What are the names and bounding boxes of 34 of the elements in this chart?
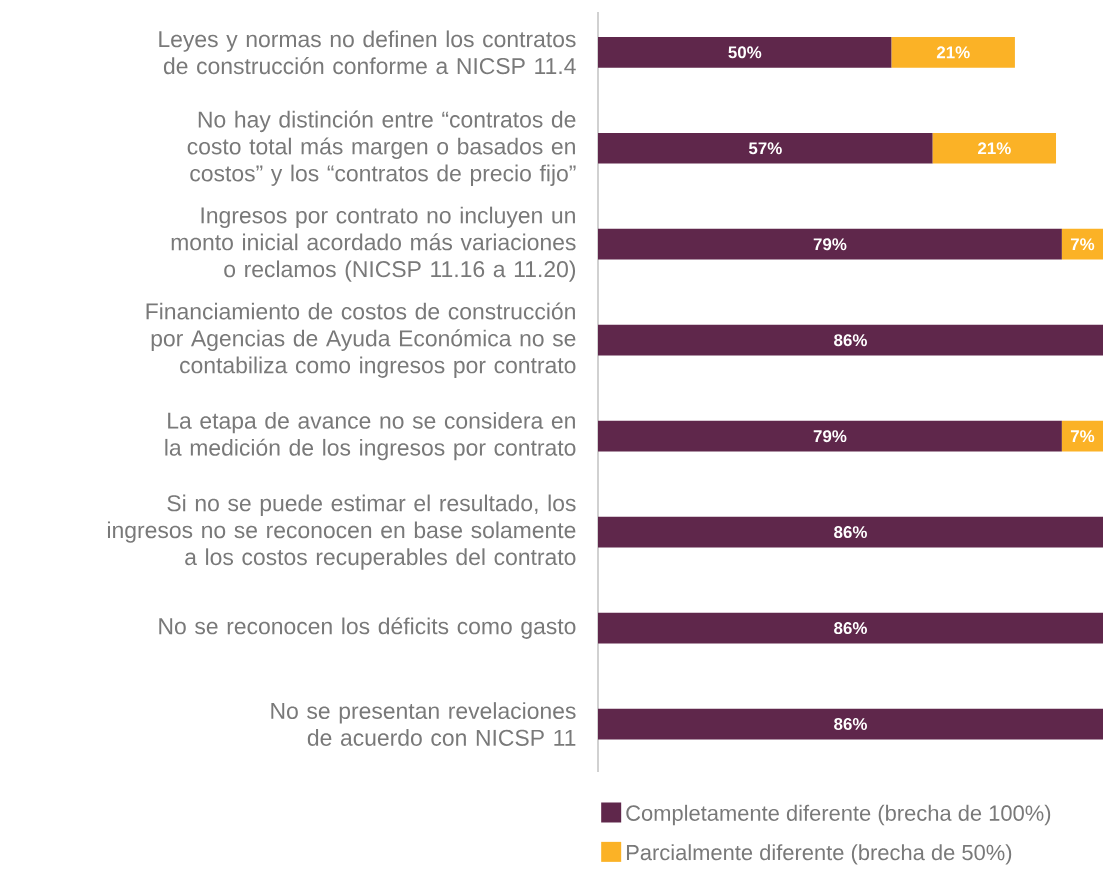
bar bbox=[598, 132, 933, 164]
y-tick-label: Ingresos por contrato no incluyen un monto inicial acordado más variaciones o reclamos (NICSP 11.16 a 11.20) bbox=[171, 206, 576, 282]
data-label: 50% bbox=[728, 46, 762, 59]
data-label: 7% bbox=[1070, 430, 1095, 443]
data-label: 86% bbox=[834, 526, 867, 539]
bar bbox=[598, 516, 1103, 548]
y-tick-label: La etapa de avance no se considera en la medición de los ingresos por contrato bbox=[165, 412, 576, 461]
y-tick-label: No hay distinción entre “contratos de costo total más margen o basados en costos” y los “contratos de precio fijo” bbox=[187, 110, 576, 186]
bar bbox=[1061, 420, 1103, 452]
y-tick-label: No se presentan revelaciones de acuerdo con NICSP 11 bbox=[271, 702, 576, 746]
data-label: 21% bbox=[978, 142, 1011, 155]
bar bbox=[598, 420, 1062, 452]
y-tick-label: Si no se puede estimar el resultado, los ingresos no se reconocen en base solamente a los costos recuperables del contrato bbox=[107, 494, 576, 570]
bar bbox=[891, 36, 1015, 68]
legend-label: Parcialmente diferente (brecha de 50%) bbox=[626, 844, 1012, 865]
y-tick-label: Financiamiento de costos de construcción por Agencias de Ayuda Económica no se contabiliza como ingresos por contrato bbox=[146, 302, 576, 378]
bar bbox=[598, 324, 1103, 356]
bar bbox=[932, 132, 1057, 164]
legend-label: Completamente diferente (brecha de 100%) bbox=[626, 804, 1051, 826]
y-tick-label: Leyes y normas no definen los contratos de construcción conforme a NICSP 11.4 bbox=[159, 30, 576, 75]
y-tick-label: No se reconocen los déficits como gasto bbox=[159, 617, 576, 639]
bar bbox=[598, 36, 892, 68]
data-label: 86% bbox=[834, 334, 867, 347]
data-label: 21% bbox=[936, 46, 970, 59]
bar bbox=[598, 708, 1103, 740]
data-label: 7% bbox=[1070, 238, 1095, 251]
data-label: 86% bbox=[834, 622, 867, 635]
bar bbox=[1061, 228, 1103, 260]
bar bbox=[598, 612, 1103, 644]
data-label: 57% bbox=[748, 142, 782, 155]
data-label: 86% bbox=[834, 718, 867, 731]
data-label: 79% bbox=[813, 238, 847, 251]
data-label: 79% bbox=[813, 430, 847, 443]
bar bbox=[598, 228, 1062, 260]
